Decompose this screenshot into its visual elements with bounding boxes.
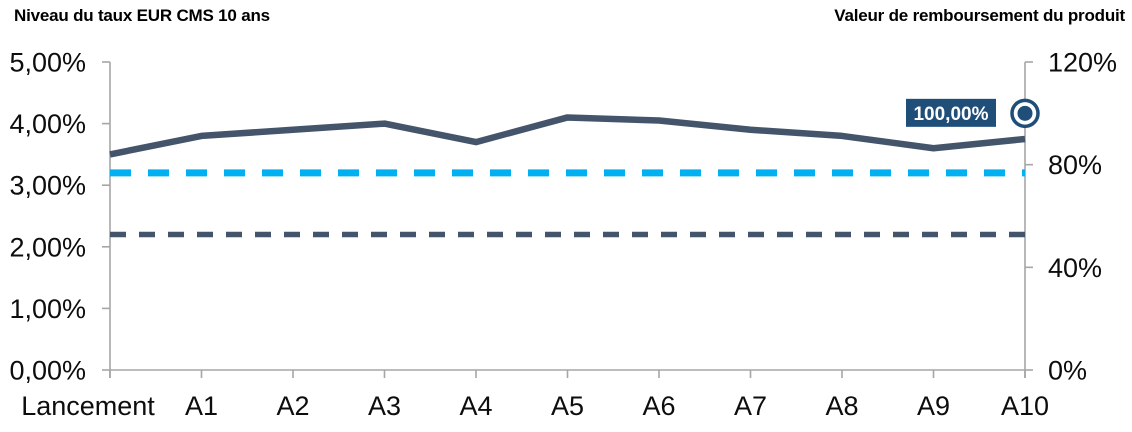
- left-axis-tick-label: 1,00%: [9, 294, 86, 324]
- left-axis-tick-label: 4,00%: [9, 109, 86, 139]
- x-axis-category-label: A2: [276, 391, 309, 421]
- x-axis-category-label: A10: [1001, 391, 1049, 421]
- right-axis-title: Valeur de remboursement du produit: [834, 6, 1125, 25]
- x-axis-category-label: A8: [825, 391, 858, 421]
- left-axis-tick-label: 0,00%: [9, 356, 86, 386]
- left-axis-title: Niveau du taux EUR CMS 10 ans: [14, 6, 270, 25]
- x-axis-category-label: A4: [459, 391, 492, 421]
- left-axis-tick-label: 5,00%: [9, 48, 86, 78]
- x-axis-category-label: A1: [185, 391, 218, 421]
- redemption-value-label: 100,00%: [913, 104, 988, 125]
- redemption-value-label-box: [906, 98, 996, 127]
- x-axis-category-label: A5: [551, 391, 584, 421]
- x-axis-category-label: A3: [368, 391, 401, 421]
- x-axis-category-label: A9: [917, 391, 950, 421]
- right-axis-tick-label: 40%: [1048, 253, 1102, 283]
- left-axis-tick-label: 2,00%: [9, 232, 86, 262]
- right-axis-tick-label: 120%: [1048, 48, 1117, 78]
- redemption-marker-dot: [1017, 105, 1033, 121]
- x-axis-category-label: A7: [734, 391, 767, 421]
- right-axis-tick-label: 0%: [1048, 356, 1087, 386]
- right-axis-tick-label: 80%: [1048, 150, 1102, 180]
- x-axis-category-label: A6: [642, 391, 675, 421]
- x-axis-category-label: Lancement: [21, 391, 155, 421]
- cms-rate-series-line: [109, 114, 1026, 158]
- left-axis-tick-label: 3,00%: [9, 171, 86, 201]
